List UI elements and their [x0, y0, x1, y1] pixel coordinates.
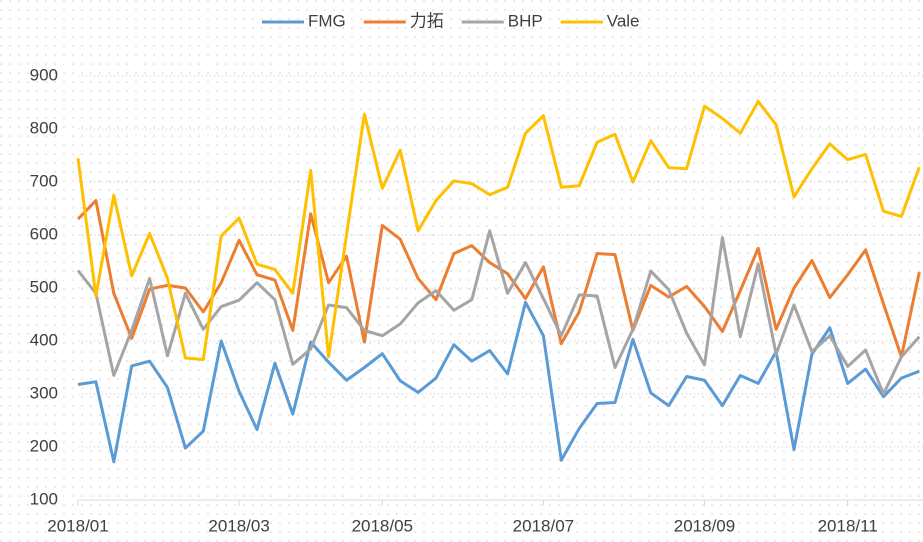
x-tick-label: 2018/03 [208, 516, 269, 535]
y-tick-label: 300 [30, 383, 58, 402]
series-line [76, 229, 921, 396]
y-tick-label: 900 [30, 65, 58, 84]
series-line [76, 99, 921, 362]
y-tick-label: 400 [30, 330, 58, 349]
series-line [76, 199, 921, 359]
y-tick-label: 600 [30, 224, 58, 243]
legend: FMG 力拓 BHP Vale [262, 11, 640, 30]
y-tick-label: 500 [30, 277, 58, 296]
legend-label: Vale [607, 11, 640, 30]
y-tick-label: 100 [30, 489, 58, 508]
x-tick-label: 2018/07 [513, 516, 574, 535]
legend-label: BHP [508, 11, 543, 30]
y-tick-label: 700 [30, 171, 58, 190]
legend-label: FMG [308, 11, 346, 30]
x-tick-label: 2018/05 [352, 516, 413, 535]
y-tick-label: 800 [30, 118, 58, 137]
x-tick-label: 2018/01 [47, 516, 108, 535]
x-tick-label: 2018/09 [674, 516, 735, 535]
x-tick-label: 2018/11 [818, 516, 878, 535]
legend-label: 力拓 [410, 11, 444, 30]
series-line [77, 300, 920, 464]
y-tick-label: 200 [30, 436, 58, 455]
